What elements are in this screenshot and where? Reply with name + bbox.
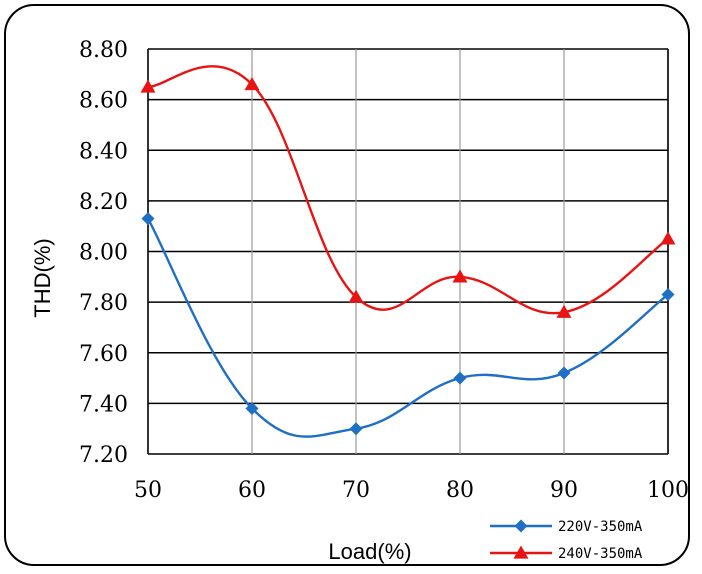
legend-label: 220V-350mA bbox=[558, 519, 643, 535]
x-tick-label: 90 bbox=[550, 478, 578, 503]
legend-marker-220V-350mA bbox=[514, 519, 528, 533]
data-point-240V-350mA bbox=[348, 289, 364, 303]
y-axis-title: THD(%) bbox=[30, 238, 55, 317]
x-tick-label: 100 bbox=[647, 478, 689, 503]
series-line-240V-350mA bbox=[147, 65, 669, 315]
data-point-220V-350mA bbox=[661, 288, 675, 302]
y-tick-label: 8.80 bbox=[79, 38, 128, 63]
legend-marker-240V-350mA bbox=[513, 545, 529, 559]
x-tick-label: 60 bbox=[238, 478, 266, 503]
series-group bbox=[140, 65, 676, 438]
x-tick-label: 50 bbox=[134, 478, 162, 503]
y-tick-label: 8.20 bbox=[79, 190, 128, 215]
series-line-220V-350mA bbox=[146, 218, 669, 438]
legend-label: 240V-350mA bbox=[558, 546, 643, 562]
y-tick-label: 8.00 bbox=[79, 241, 128, 266]
grid-lines bbox=[147, 48, 669, 455]
x-tick-label: 70 bbox=[342, 478, 370, 503]
y-tick-label: 7.40 bbox=[79, 392, 128, 417]
data-point-240V-350mA bbox=[140, 79, 156, 93]
y-tick-labels: 7.20 7.40 7.60 7.80 8.00 8.20 8.40 8.60 8.80 bbox=[79, 38, 128, 468]
y-tick-label: 7.60 bbox=[79, 342, 128, 367]
data-point-220V-350mA bbox=[141, 212, 155, 226]
x-tick-labels: 50 60 70 80 90 100 bbox=[134, 478, 689, 503]
y-tick-label: 7.80 bbox=[79, 291, 128, 316]
data-point-240V-350mA bbox=[244, 76, 260, 91]
data-point-220V-350mA bbox=[349, 422, 363, 436]
x-tick-label: 80 bbox=[446, 478, 474, 503]
data-point-240V-350mA bbox=[452, 269, 468, 283]
data-point-220V-350mA bbox=[245, 401, 259, 415]
data-point-220V-350mA bbox=[557, 366, 571, 380]
x-axis-title: Load(%) bbox=[328, 539, 411, 564]
y-tick-label: 8.60 bbox=[79, 89, 128, 114]
y-tick-label: 8.40 bbox=[79, 139, 128, 164]
legend: 220V-350mA 240V-350mA bbox=[490, 519, 643, 562]
data-point-220V-350mA bbox=[453, 371, 467, 385]
data-point-240V-350mA bbox=[556, 304, 572, 318]
y-tick-label: 7.20 bbox=[79, 443, 128, 468]
data-point-240V-350mA bbox=[660, 231, 676, 245]
